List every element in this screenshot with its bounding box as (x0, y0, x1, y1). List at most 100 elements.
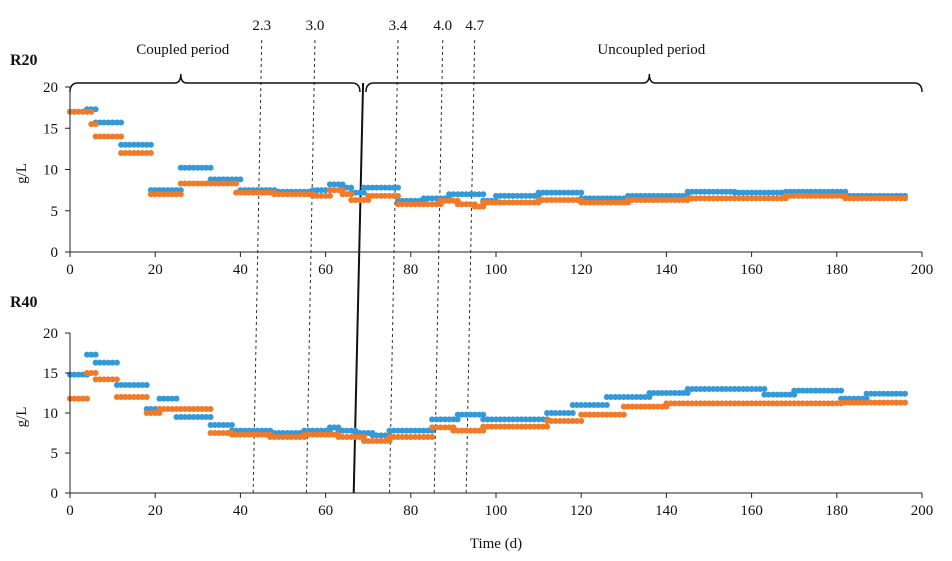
data-point (671, 197, 678, 203)
data-point (207, 406, 214, 412)
data-point (786, 192, 793, 199)
data-point (714, 386, 721, 392)
data-point (143, 394, 150, 400)
data-point (420, 427, 427, 434)
data-point (424, 201, 431, 208)
data-point (591, 195, 597, 202)
data-point (842, 188, 849, 195)
data-point (360, 184, 367, 191)
data-point (774, 195, 781, 202)
data-point (684, 195, 691, 202)
data-point (292, 434, 299, 440)
data-point (309, 192, 316, 199)
data-point (501, 199, 508, 206)
data-point (458, 427, 465, 434)
x-tick-label: 20 (148, 262, 163, 278)
data-point (169, 191, 176, 198)
data-point (548, 410, 555, 416)
data-point (667, 197, 674, 203)
data-point (872, 195, 879, 202)
data-point (642, 192, 649, 199)
data-point (701, 188, 708, 195)
data-point (169, 406, 176, 412)
data-point (795, 192, 802, 199)
data-point (706, 400, 712, 407)
data-point (177, 187, 184, 194)
data-point (463, 191, 470, 198)
data-point (599, 402, 606, 408)
data-point (484, 416, 491, 423)
data-point (322, 431, 329, 438)
data-point (407, 201, 414, 208)
data-point (84, 108, 90, 115)
x-tick-label: 0 (66, 262, 74, 278)
data-point (595, 195, 602, 202)
data-point (539, 423, 546, 430)
data-point (642, 394, 649, 400)
data-point (676, 192, 683, 199)
series-2 (67, 108, 908, 210)
transition-marker-label: 4.7 (465, 18, 484, 34)
data-point (71, 395, 78, 402)
data-point (833, 192, 840, 199)
data-point (429, 195, 436, 202)
data-point (808, 192, 815, 199)
data-point (752, 195, 759, 202)
data-point (591, 402, 597, 408)
data-point (147, 187, 154, 194)
data-point (152, 410, 159, 416)
data-point (744, 386, 751, 392)
data-point (301, 431, 308, 438)
data-point (625, 192, 632, 199)
data-point (420, 195, 427, 202)
data-point (245, 189, 252, 196)
data-point (220, 176, 227, 183)
data-point (884, 399, 891, 406)
data-point (79, 108, 86, 115)
data-point (676, 400, 683, 407)
data-point (471, 203, 478, 210)
data-point (395, 427, 401, 434)
data-point (348, 197, 355, 203)
data-point (556, 197, 563, 203)
data-point (591, 199, 597, 206)
data-point (135, 382, 142, 388)
data-point (382, 438, 389, 444)
data-point (876, 195, 883, 202)
data-point (518, 416, 525, 423)
data-point (748, 400, 755, 407)
data-point (718, 188, 725, 195)
data-point (735, 189, 742, 196)
data-point (710, 195, 717, 202)
data-point (514, 199, 521, 206)
data-point (484, 199, 491, 206)
data-point (339, 187, 346, 194)
data-point (791, 400, 798, 407)
data-point (599, 199, 606, 206)
data-point (152, 187, 159, 194)
data-point (365, 197, 372, 203)
data-point (403, 434, 410, 440)
data-point (710, 188, 717, 195)
data-point (889, 399, 896, 406)
data-point (339, 427, 346, 434)
data-point (126, 150, 133, 156)
data-point (620, 403, 627, 410)
data-point (458, 191, 465, 198)
data-point (654, 192, 661, 199)
data-point (288, 191, 295, 198)
data-point (539, 197, 546, 203)
data-point (488, 416, 495, 423)
data-point (331, 424, 338, 431)
data-point (731, 195, 738, 202)
data-point (343, 434, 350, 440)
data-point (169, 187, 176, 194)
data-point (689, 386, 695, 392)
data-point (339, 434, 346, 440)
data-point (476, 411, 482, 418)
data-point (544, 418, 551, 424)
data-point (804, 188, 810, 195)
data-point (314, 192, 321, 199)
data-point (804, 400, 810, 407)
data-point (228, 180, 235, 187)
